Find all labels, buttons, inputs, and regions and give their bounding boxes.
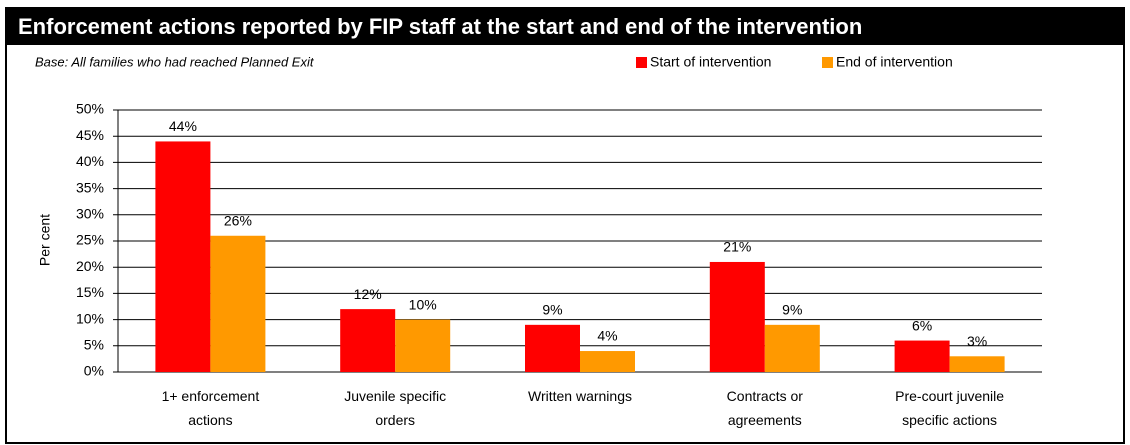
- value-label: 3%: [967, 333, 987, 349]
- legend-swatch: [636, 57, 647, 68]
- y-tick-label: 25%: [76, 232, 104, 248]
- bar: [340, 309, 396, 372]
- x-tick-line: Written warnings: [528, 388, 632, 404]
- y-axis-label: Per cent: [37, 214, 53, 266]
- y-tick-label: 10%: [76, 310, 104, 326]
- y-tick-label: 5%: [84, 337, 104, 353]
- x-tick-label: Pre-court juvenile specific actions: [895, 388, 1004, 428]
- value-label: 10%: [409, 296, 437, 312]
- legend-label: Start of intervention: [650, 54, 771, 70]
- x-tick-line: Pre-court juvenile: [895, 388, 1004, 404]
- y-tick-label: 30%: [76, 206, 104, 222]
- x-tick-label: Contracts or agreements: [727, 388, 804, 428]
- x-tick-label: Juvenile specific orders: [344, 388, 446, 428]
- value-label: 9%: [782, 302, 802, 318]
- legend-swatch: [822, 57, 833, 68]
- bar: [525, 324, 580, 372]
- value-label: 44%: [169, 118, 197, 134]
- bar: [580, 351, 635, 372]
- x-tick-line: Contracts or: [727, 388, 804, 404]
- y-tick-label: 45%: [76, 127, 104, 143]
- bar: [155, 141, 211, 372]
- bar: [894, 340, 950, 372]
- y-tick-label: 35%: [76, 179, 104, 195]
- chart-title: Enforcement actions reported by FIP staf…: [18, 14, 862, 39]
- bar: [395, 319, 451, 372]
- bar: [210, 235, 266, 372]
- x-tick-line: 1+ enforcement: [162, 388, 260, 404]
- y-tick-label: 20%: [76, 258, 104, 274]
- value-label: 26%: [224, 212, 252, 228]
- y-tick-label: 40%: [76, 153, 104, 169]
- x-tick-line: actions: [188, 412, 232, 428]
- x-tick-line: orders: [375, 412, 415, 428]
- y-tick-label: 50%: [76, 101, 104, 117]
- bar: [709, 261, 765, 372]
- subtitle: Base: All families who had reached Plann…: [35, 54, 315, 69]
- value-label: 21%: [723, 239, 751, 255]
- x-tick-label: Written warnings: [528, 388, 632, 404]
- value-label: 9%: [542, 302, 562, 318]
- value-label: 12%: [354, 286, 382, 302]
- legend-label: End of intervention: [836, 54, 953, 70]
- y-tick-label: 15%: [76, 284, 104, 300]
- x-tick-line: specific actions: [902, 412, 997, 428]
- value-label: 6%: [912, 317, 932, 333]
- x-tick-line: Juvenile specific: [344, 388, 446, 404]
- x-tick-line: agreements: [728, 412, 802, 428]
- bar: [949, 356, 1005, 372]
- x-tick-label: 1+ enforcement actions: [162, 388, 260, 428]
- title-bar: [6, 8, 1124, 45]
- value-label: 4%: [597, 328, 617, 344]
- y-tick-label: 0%: [84, 363, 104, 379]
- bar: [764, 324, 820, 372]
